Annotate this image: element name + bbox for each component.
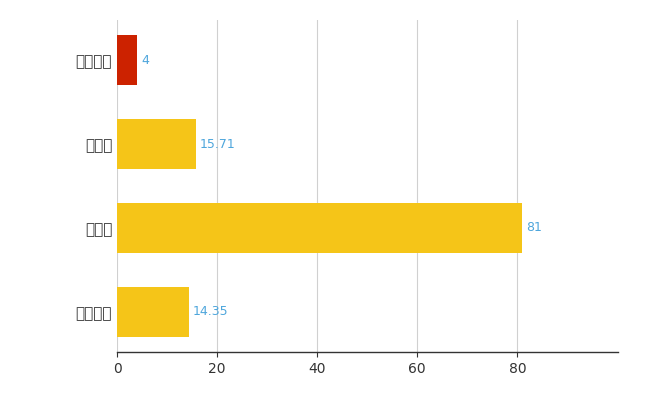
Bar: [117, 203, 523, 253]
Bar: [117, 119, 196, 169]
Text: 81: 81: [526, 222, 542, 234]
Bar: [117, 35, 137, 85]
Bar: [117, 287, 188, 337]
Text: 14.35: 14.35: [193, 305, 228, 318]
Text: 15.71: 15.71: [200, 138, 235, 150]
Text: 4: 4: [141, 54, 149, 67]
